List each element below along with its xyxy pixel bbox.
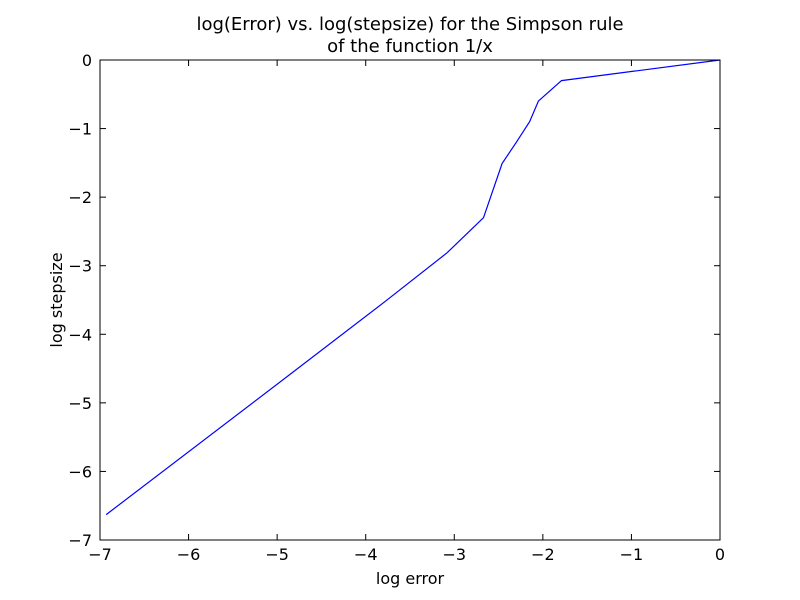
y-axis-label: log stepsize (47, 252, 66, 347)
series-line (105, 59, 721, 516)
x-tick-label: −2 (531, 545, 555, 564)
y-tick-label: −6 (68, 462, 92, 481)
axis-ticks (99, 59, 721, 541)
x-tick-label: −3 (442, 545, 466, 564)
x-tick-label: 0 (715, 545, 725, 564)
axis-tick-labels: −7 −6 −5 −4 −3 −2 −1 0 −7 −6 −5 −4 −3 −2 −1 0 (68, 51, 725, 564)
x-tick-label: −5 (265, 545, 289, 564)
x-tick-label: −1 (620, 545, 644, 564)
x-tick-label: −4 (354, 545, 378, 564)
x-tick-label: −7 (88, 545, 112, 564)
y-tick-label: −7 (68, 531, 92, 550)
y-tick-label: −3 (68, 257, 92, 276)
y-tick-label: −2 (68, 188, 92, 207)
y-tick-label: 0 (82, 51, 92, 70)
chart-title-line-2: of the function 1/x (327, 36, 493, 57)
x-tick-label: −6 (177, 545, 201, 564)
chart-title-line-1: log(Error) vs. log(stepsize) for the Sim… (196, 14, 623, 35)
x-axis-label: log error (376, 569, 445, 588)
y-tick-label: −5 (68, 394, 92, 413)
series-group (105, 59, 721, 516)
plot-area-frame (99, 59, 721, 541)
y-tick-label: −4 (68, 325, 92, 344)
y-tick-label: −1 (68, 120, 92, 139)
